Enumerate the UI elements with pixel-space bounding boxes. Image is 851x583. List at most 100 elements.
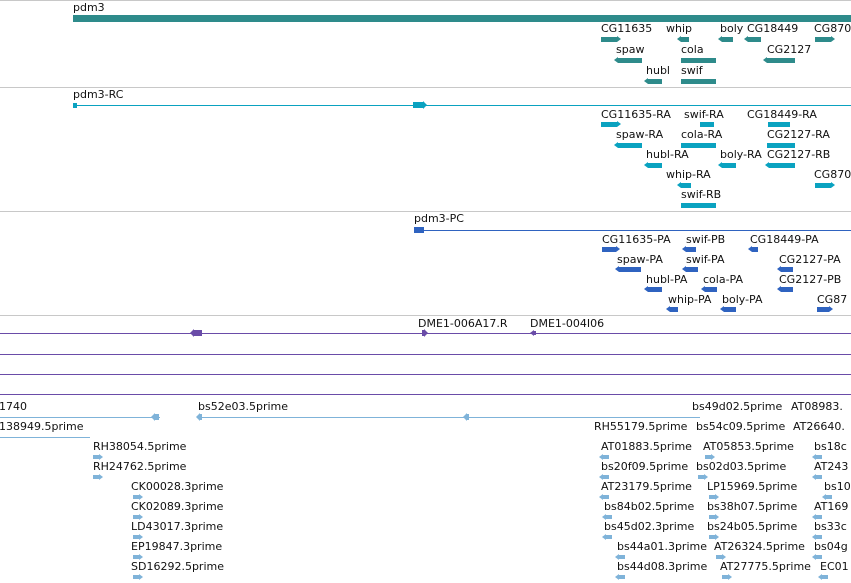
gene-feature[interactable] bbox=[718, 36, 733, 42]
gene-feature[interactable] bbox=[644, 78, 662, 84]
est-feature[interactable] bbox=[822, 494, 832, 500]
feature-label: AT27775.5prime bbox=[720, 560, 811, 573]
protein-feature[interactable] bbox=[615, 266, 641, 272]
protein-feature[interactable] bbox=[720, 306, 736, 312]
transcript-feature[interactable] bbox=[681, 143, 716, 148]
protein-feature[interactable] bbox=[666, 306, 678, 312]
est-feature[interactable] bbox=[196, 413, 202, 421]
gene-feature-body bbox=[767, 58, 795, 63]
transcript-feature-body bbox=[601, 122, 617, 127]
est-feature[interactable] bbox=[812, 474, 822, 480]
est-feature[interactable] bbox=[615, 554, 625, 560]
gene-feature[interactable] bbox=[614, 57, 642, 63]
clone-feature[interactable] bbox=[190, 329, 202, 337]
est-feature[interactable] bbox=[133, 534, 143, 540]
transcript-feature[interactable] bbox=[614, 142, 642, 148]
protein-feature[interactable] bbox=[701, 286, 717, 292]
est-feature[interactable] bbox=[812, 534, 822, 540]
strand-arrow-icon bbox=[139, 554, 143, 560]
gene-feature[interactable] bbox=[601, 36, 621, 42]
gene-feature[interactable] bbox=[744, 36, 761, 42]
gene-feature[interactable] bbox=[73, 15, 851, 22]
gene-feature[interactable] bbox=[763, 57, 795, 63]
transcript-feature[interactable] bbox=[700, 122, 714, 127]
protein-feature[interactable] bbox=[682, 266, 698, 272]
transcript-feature[interactable] bbox=[768, 122, 790, 127]
transcript-feature[interactable] bbox=[681, 203, 716, 208]
transcript-feature-body bbox=[815, 183, 831, 188]
est-feature[interactable] bbox=[602, 534, 612, 540]
est-feature[interactable] bbox=[151, 413, 159, 421]
est-feature[interactable] bbox=[818, 574, 828, 580]
protein-feature[interactable] bbox=[682, 246, 696, 252]
strand-arrow-icon bbox=[718, 162, 722, 168]
protein-feature[interactable] bbox=[748, 246, 758, 252]
strand-arrow-icon bbox=[682, 246, 686, 252]
est-feature[interactable] bbox=[812, 454, 822, 460]
transcript-feature[interactable] bbox=[765, 162, 795, 168]
est-feature[interactable] bbox=[133, 514, 143, 520]
est-feature[interactable] bbox=[698, 474, 708, 480]
protein-feature[interactable] bbox=[777, 286, 793, 292]
feature-label: CG2127-PA bbox=[779, 253, 841, 266]
clone-feature[interactable] bbox=[422, 329, 428, 337]
feature-label: SD16292.5prime bbox=[131, 560, 224, 573]
gene-feature[interactable] bbox=[815, 36, 835, 42]
strand-arrow-icon bbox=[617, 36, 621, 42]
protein-feature-body bbox=[781, 287, 793, 292]
est-feature-body bbox=[698, 475, 704, 479]
est-feature[interactable] bbox=[716, 554, 726, 560]
est-feature[interactable] bbox=[615, 574, 625, 580]
est-feature[interactable] bbox=[93, 474, 103, 480]
transcript-feature-body bbox=[700, 122, 714, 127]
strand-arrow-icon bbox=[812, 474, 816, 480]
strand-arrow-icon bbox=[615, 266, 619, 272]
est-feature[interactable] bbox=[599, 494, 609, 500]
transcript-feature[interactable] bbox=[601, 121, 621, 127]
est-feature[interactable] bbox=[812, 514, 822, 520]
est-feature[interactable] bbox=[133, 554, 143, 560]
transcript-feature[interactable] bbox=[73, 103, 77, 108]
strand-arrow-icon bbox=[617, 121, 621, 127]
transcript-feature[interactable] bbox=[718, 162, 736, 168]
feature-label: CG2127-PB bbox=[779, 273, 842, 286]
est-feature[interactable] bbox=[705, 454, 715, 460]
est-feature[interactable] bbox=[133, 494, 143, 500]
protein-feature[interactable] bbox=[644, 286, 662, 292]
est-feature[interactable] bbox=[599, 454, 609, 460]
strand-arrow-icon bbox=[829, 306, 833, 312]
gene-feature[interactable] bbox=[681, 79, 716, 84]
est-feature[interactable] bbox=[133, 574, 143, 580]
feature-label: LD43017.3prime bbox=[131, 520, 224, 533]
est-feature[interactable] bbox=[602, 514, 612, 520]
transcript-feature[interactable] bbox=[644, 162, 662, 168]
est-feature[interactable] bbox=[709, 514, 719, 520]
clone-feature[interactable] bbox=[530, 330, 536, 336]
transcript-feature[interactable] bbox=[815, 182, 835, 188]
gene-feature[interactable] bbox=[677, 36, 689, 42]
est-feature-body bbox=[200, 414, 202, 420]
est-feature[interactable] bbox=[709, 534, 719, 540]
feature-label: swif-RA bbox=[684, 108, 724, 121]
protein-feature[interactable] bbox=[414, 227, 424, 233]
clone-line bbox=[0, 354, 851, 355]
est-feature[interactable] bbox=[709, 494, 719, 500]
feature-label: CG18449-RA bbox=[747, 108, 817, 121]
protein-feature-body bbox=[817, 307, 829, 312]
est-feature[interactable] bbox=[599, 474, 609, 480]
est-feature[interactable] bbox=[812, 554, 822, 560]
transcript-feature-body bbox=[648, 163, 662, 168]
clone-feature-body bbox=[534, 331, 536, 335]
est-feature[interactable] bbox=[722, 574, 732, 580]
protein-feature[interactable] bbox=[817, 306, 833, 312]
est-feature[interactable] bbox=[463, 413, 469, 421]
protein-feature[interactable] bbox=[777, 266, 793, 272]
transcript-feature[interactable] bbox=[677, 182, 691, 188]
est-feature[interactable] bbox=[93, 454, 103, 460]
transcript-feature[interactable] bbox=[767, 143, 795, 148]
feature-label: swif-PB bbox=[686, 233, 726, 246]
gene-feature[interactable] bbox=[681, 58, 716, 63]
protein-feature[interactable] bbox=[602, 246, 620, 252]
transcript-feature[interactable] bbox=[413, 101, 427, 109]
feature-label: EP19847.3prime bbox=[131, 540, 223, 553]
